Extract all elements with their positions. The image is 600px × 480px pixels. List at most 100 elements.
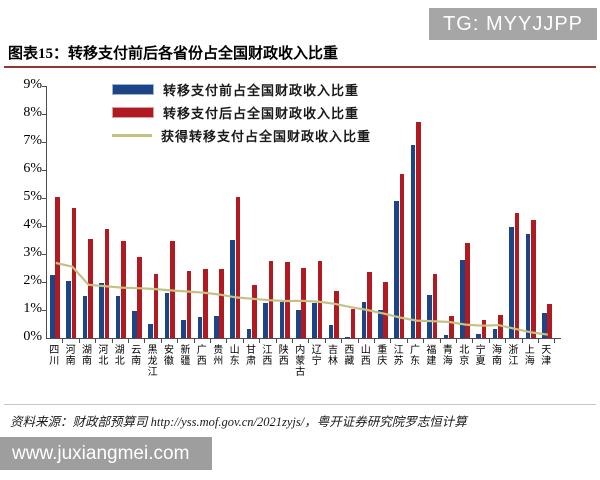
x-axis-tick	[177, 339, 179, 343]
x-axis-label: 辽 宁	[311, 345, 322, 367]
y-axis-label: 5%	[23, 189, 42, 204]
bar-after-transfer	[317, 261, 323, 338]
bar-before-transfer	[263, 303, 268, 338]
x-axis-tick	[62, 339, 64, 343]
y-axis-tick	[42, 113, 47, 115]
bar-before-transfer	[230, 240, 235, 338]
x-axis-label: 贵 州	[213, 345, 224, 367]
bar-after-transfer	[416, 122, 421, 338]
bar-after-transfer	[235, 196, 241, 338]
x-axis-tick	[78, 339, 80, 343]
bar-before-transfer	[509, 227, 514, 338]
x-axis-label: 河 南	[65, 345, 76, 367]
transfer-received-line	[55, 261, 548, 336]
x-axis-label: 内 蒙 古	[295, 345, 306, 378]
x-axis-label: 山 东	[229, 345, 240, 367]
data-source-note: 资料来源：财政部预算司 http://yss.mof.gov.cn/2021zy…	[10, 415, 467, 429]
chart-legend: 转移支付前占全国财政收入比重 转移支付后占全国财政收入比重 获得转移支付占全国财政收…	[112, 78, 371, 147]
x-axis-label: 西 藏	[344, 345, 355, 367]
bar-after-transfer	[153, 273, 159, 338]
bar-before-transfer	[296, 310, 301, 338]
x-axis-label: 宁 夏	[475, 345, 486, 367]
x-axis-label: 广 东	[409, 345, 420, 367]
y-axis-label: 3%	[23, 245, 42, 260]
x-axis-tick	[324, 339, 326, 343]
x-axis-tick	[439, 339, 441, 343]
bar-before-transfer	[427, 294, 432, 338]
legend-item: 转移支付后占全国财政收入比重	[112, 101, 371, 124]
bar-before-transfer	[525, 234, 531, 338]
bar-before-transfer	[66, 280, 71, 338]
x-axis-tick	[521, 339, 523, 343]
bar-before-transfer	[246, 329, 252, 338]
y-axis-label: 9%	[23, 77, 42, 92]
bar-after-transfer	[367, 271, 372, 338]
x-axis-tick	[341, 339, 343, 343]
bar-after-transfer	[350, 308, 356, 338]
bar-after-transfer	[252, 284, 257, 338]
x-axis-tick	[472, 339, 474, 343]
bar-after-transfer	[465, 242, 470, 338]
bar-after-transfer	[449, 315, 454, 338]
bar-after-transfer	[481, 319, 487, 338]
bar-after-transfer	[55, 196, 60, 338]
watermark: www.juxiangmei.com	[0, 437, 212, 470]
bar-before-transfer	[148, 324, 153, 338]
transfer-payment-chart: 转移支付前占全国财政收入比重 转移支付后占全国财政收入比重 获得转移支付占全国财政收…	[0, 72, 600, 402]
x-axis-label: 新 疆	[180, 345, 191, 367]
x-axis-tick	[242, 339, 244, 343]
legend-label: 转移支付前占全国财政收入比重	[163, 83, 360, 98]
x-axis-label: 陕 西	[278, 345, 289, 367]
x-axis-label: 四 川	[49, 345, 60, 367]
x-axis-tick	[111, 339, 113, 343]
plot-area	[42, 85, 561, 339]
legend-line-swatch	[112, 134, 152, 137]
x-axis-label: 江 西	[262, 345, 273, 367]
bar-after-transfer	[186, 270, 192, 338]
x-axis-tick	[357, 339, 359, 343]
bar-before-transfer	[492, 328, 498, 338]
legend-item: 转移支付前占全国财政收入比重	[112, 78, 371, 101]
x-axis-label: 福 建	[426, 345, 437, 367]
bar-after-transfer	[203, 269, 208, 338]
bar-after-transfer	[301, 268, 306, 338]
x-axis-tick	[128, 339, 129, 343]
y-axis-label: 0%	[23, 329, 42, 344]
x-axis-tick	[160, 339, 162, 343]
y-axis-tick	[42, 309, 47, 311]
x-axis-tick	[390, 339, 392, 343]
x-axis-label: 吉 林	[327, 345, 338, 367]
x-axis-label: 甘 肃	[245, 345, 256, 367]
legend-label: 转移支付后占全国财政收入比重	[163, 106, 360, 121]
bar-before-transfer	[99, 283, 104, 338]
bar-before-transfer	[115, 296, 121, 338]
x-axis-tick	[144, 339, 146, 343]
y-axis-tick	[42, 253, 47, 255]
x-axis-tick	[210, 339, 211, 343]
x-axis-label: 上 海	[524, 345, 535, 367]
y-axis-tick	[42, 141, 47, 143]
x-axis-label: 北 京	[459, 345, 470, 367]
x-axis-label: 湖 北	[114, 345, 125, 367]
title-underline	[4, 66, 596, 68]
y-axis-tick	[42, 85, 47, 87]
bar-after-transfer	[88, 238, 93, 338]
x-axis-tick	[193, 339, 195, 343]
bar-after-transfer	[104, 228, 110, 338]
x-axis-tick	[259, 339, 261, 343]
bar-before-transfer	[542, 312, 547, 338]
bar-after-transfer	[514, 213, 520, 338]
bar-before-transfer	[50, 275, 55, 338]
bar-before-transfer	[164, 293, 170, 338]
y-axis-tick	[42, 281, 47, 283]
bar-before-transfer	[279, 301, 285, 338]
y-axis-label: 8%	[23, 105, 42, 120]
x-axis-label: 海 南	[491, 345, 502, 367]
x-axis-label: 广 西	[196, 345, 207, 367]
x-axis-tick	[226, 339, 228, 343]
bar-after-transfer	[137, 256, 142, 338]
bar-before-transfer	[410, 144, 416, 338]
telegram-badge: TG: MYYJJPP	[429, 8, 597, 40]
legend-label: 获得转移支付占全国财政收入比重	[161, 129, 372, 144]
x-axis-tick	[554, 339, 556, 343]
